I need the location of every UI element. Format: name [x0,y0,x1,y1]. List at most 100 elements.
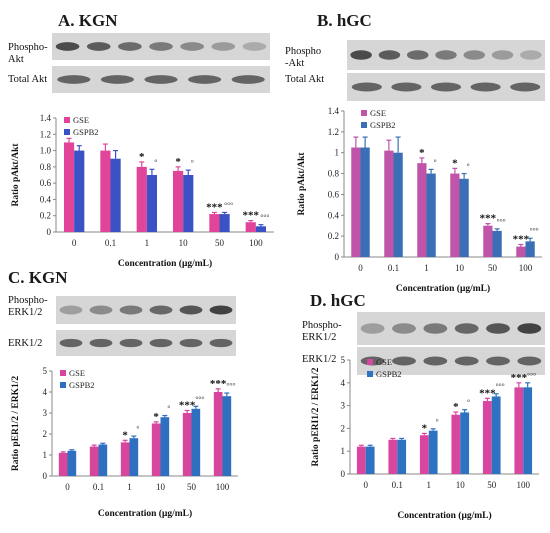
panel-title: A. KGN [58,11,118,30]
blot-label: ERK1/2 [302,332,336,343]
gse-bar [419,435,429,474]
blot-band [486,323,510,334]
gspb2-bar [67,450,77,476]
gspb2-bar [129,438,139,476]
significance-star: *** [511,372,528,384]
legend-label: GSPB2 [69,380,95,390]
gse-bar [482,401,492,474]
gspb2-bar [365,446,375,474]
blot-band [179,305,203,315]
gse-bar [100,150,111,232]
significance-star: *** [206,201,223,213]
significance-degree: ° [436,417,439,426]
gse-bar [417,163,427,257]
gspb2-bar [255,226,267,232]
x-tick-label: 0 [65,482,70,492]
blot-band [486,356,510,366]
significance-degree: ° [136,424,139,433]
blot-band [144,75,178,84]
blot-band [360,323,385,334]
significance-degree: ° [167,404,170,413]
y-tick-label: 0.4 [40,194,52,204]
x-tick-label: 100 [216,482,230,492]
blot-band [454,356,479,366]
blot-band [435,50,457,60]
x-tick-label: 0 [364,480,369,490]
blot-band [350,50,372,60]
blot-band [454,323,479,334]
gse-bar [182,413,192,476]
blot-band [59,338,83,348]
blot-band [149,305,173,315]
significance-degree: ° [191,158,194,167]
x-tick-label: 1 [424,263,429,273]
blot-band [520,50,542,60]
blot-band [517,323,542,334]
chart-panel-2: B. hGC Phospho-Akt Total Akt 0 0.2 0.4 0.6 0.8 1… [285,11,545,294]
x-tick-label: 100 [519,263,533,273]
x-tick-label: 50 [187,482,197,492]
legend-label: GSE [376,357,392,367]
blot-band [149,338,173,348]
significance-star: *** [479,387,496,399]
gspb2-bar [460,412,470,474]
gspb2-bar [428,430,438,474]
significance-star: * [452,157,458,169]
blot-label: Phospho- [8,42,48,53]
x-axis-title: Concentration (μg/mL) [396,283,490,294]
blot-band [55,42,80,51]
blot-label: -Akt [285,58,304,69]
blot-band [406,50,429,60]
y-tick-label: 1 [341,446,346,456]
x-tick-label: 0.1 [392,480,403,490]
gse-bar [151,423,161,476]
significance-degree: °°° [527,371,536,380]
gse-bar [451,414,461,474]
significance-degree: °°° [530,226,539,235]
y-tick-label: 3 [43,408,48,418]
blot-band [423,356,448,366]
significance-degree: ° [467,398,470,407]
blot-band [463,50,486,60]
x-tick-label: 0.1 [388,263,399,273]
legend-swatch [367,359,373,365]
panel-title: D. hGC [310,291,366,310]
significance-star: * [153,411,159,423]
significance-star: *** [513,233,530,245]
x-tick-label: 10 [456,480,466,490]
panel-title: B. hGC [317,11,372,30]
legend-label: GSPB2 [376,369,402,379]
gse-bar [58,452,68,476]
blot-band [119,338,143,348]
legend-label: GSE [73,115,89,125]
gspb2-bar [523,387,533,474]
y-tick-label: 0 [43,471,48,481]
blot-label: Akt [8,54,24,65]
legend-swatch [361,122,367,128]
blot-band [517,356,542,366]
significance-degree: °°° [260,213,269,222]
blot-band [118,42,142,51]
x-axis-title: Concentration (μg/mL) [118,258,212,269]
y-axis-title: Ratio pER1/2 / ERK1/2 [11,376,21,472]
blot-band [86,42,111,51]
legend-label: GSE [69,368,85,378]
gse-bar [120,442,130,476]
gspb2-bar [397,439,407,474]
legend-swatch [367,371,373,377]
y-axis-title: Ratio pAkt/Akt [11,143,21,207]
x-axis-title: Concentration (μg/mL) [397,510,491,521]
x-tick-label: 0 [358,263,363,273]
gspb2-bar [110,158,121,232]
gse-bar [384,150,394,257]
y-tick-label: 2 [341,423,346,433]
gse-bar [483,225,493,257]
x-tick-label: 50 [215,238,225,248]
blot-band [351,82,382,92]
blot-band [89,338,113,348]
blot-band [423,323,448,334]
legend-label: GSPB2 [73,127,99,137]
blot-band [149,42,173,51]
y-tick-label: 4 [43,387,48,397]
